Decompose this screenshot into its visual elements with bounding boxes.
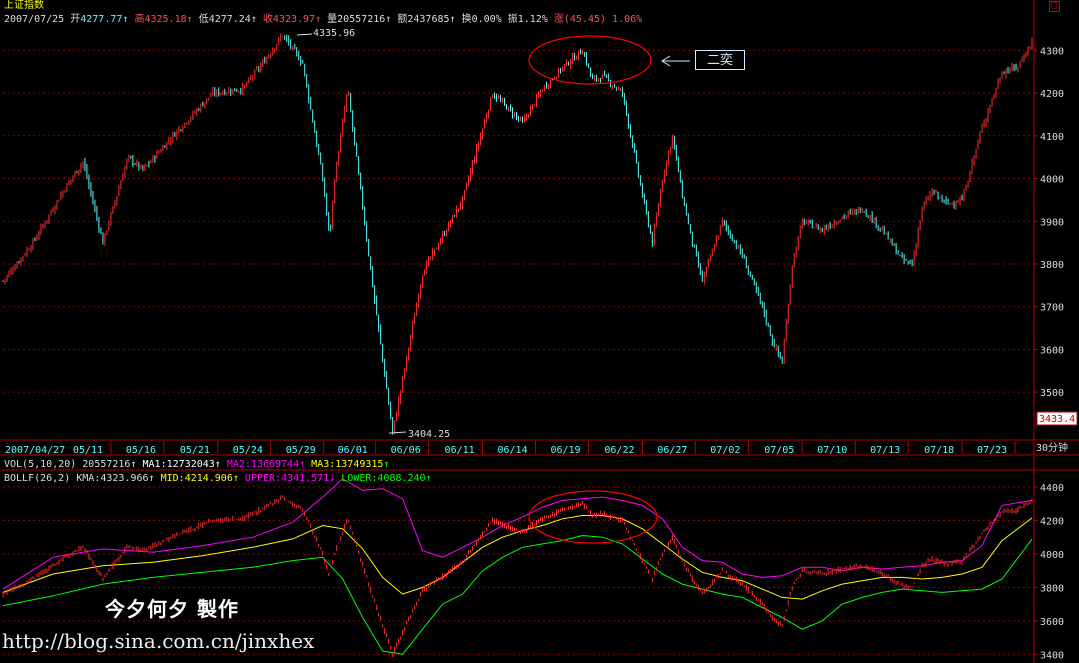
ma3-label: MA3: xyxy=(311,459,336,470)
mid-value: 4214.906 xyxy=(184,473,233,484)
x-tick-label: 06/11 xyxy=(445,445,475,456)
ma1-value: 12732043 xyxy=(166,459,215,470)
amplitude-value: 1.12% xyxy=(517,14,548,25)
y-tick-label: 4400 xyxy=(1040,483,1064,494)
change-label: 涨 xyxy=(553,14,564,25)
peak-price-label: 4335.96 xyxy=(313,28,355,39)
y-tick-label: 4200 xyxy=(1040,516,1064,527)
y-tick-label: 3700 xyxy=(1040,303,1064,314)
restore-icon: □ xyxy=(1051,0,1058,11)
trough-price-label: 3404.25 xyxy=(408,429,450,440)
x-tick-label: 07/02 xyxy=(710,445,740,456)
lower-value: 4088.240 xyxy=(377,473,426,484)
boll-lower-band-line xyxy=(2,534,1033,655)
x-tick-label: 07/23 xyxy=(977,445,1007,456)
x-tick-label: 07/05 xyxy=(764,445,794,456)
x-tick-label: 07/13 xyxy=(870,445,900,456)
restore-window-button[interactable]: □ xyxy=(1049,0,1060,12)
x-tick-label: 07/18 xyxy=(924,445,954,456)
y-tick-label: 4000 xyxy=(1040,175,1064,186)
turnover-value: 0.00% xyxy=(471,14,502,25)
amount-label: 额 xyxy=(397,14,408,25)
y-tick-label: 3400 xyxy=(1040,650,1064,661)
y-tick-label: 3600 xyxy=(1040,617,1064,628)
boll-indicator-name: BOLLF(26,2) xyxy=(4,473,71,484)
highlight-ellipse-main xyxy=(528,35,652,85)
y-tick-label: 3900 xyxy=(1040,217,1064,228)
y-tick-label: 4000 xyxy=(1040,550,1064,561)
x-tick-label: 2007/04/27 xyxy=(5,445,65,456)
high-value: 4325.18 xyxy=(144,14,187,25)
y-tick-label: 3500 xyxy=(1040,388,1064,399)
close-label: 收 xyxy=(262,14,273,25)
kma-label: KMA: xyxy=(76,473,101,484)
x-tick-label: 06/06 xyxy=(391,445,421,456)
x-tick-label: 05/11 xyxy=(73,445,103,456)
volume-label: 量 xyxy=(327,14,338,25)
change-value: (45.45) xyxy=(563,14,607,25)
amplitude-label: 振 xyxy=(507,14,518,25)
x-tick-label: 07/10 xyxy=(817,445,847,456)
kma-value: 4323.966 xyxy=(100,473,149,484)
callout-arrow-head xyxy=(661,55,671,67)
date-value: 2007/07/25 xyxy=(4,14,65,25)
upper-value: 4341.571 xyxy=(281,473,330,484)
ohlc-info-line: 2007/07/25 开4277.77↑ 高4325.18↑ 低4277.24↑… xyxy=(4,14,643,25)
highlight-ellipse-boll xyxy=(528,490,658,544)
open-label: 开 xyxy=(70,14,81,25)
volume-value: 20557216 xyxy=(337,14,386,25)
low-label: 低 xyxy=(198,14,209,25)
lower-label: LOWER: xyxy=(341,473,378,484)
index-title: 上证指数 xyxy=(4,0,44,11)
y-tick-label: 4300 xyxy=(1040,46,1064,57)
volume-indicator-line: VOL(5,10,20) 20557216↑ MA1:12732043↑ MA2… xyxy=(4,459,390,470)
open-value: 4277.77 xyxy=(80,14,123,25)
x-tick-label: 06/01 xyxy=(338,445,368,456)
vol-indicator-name: VOL(5,10,20) xyxy=(4,459,77,470)
x-tick-label: 06/22 xyxy=(604,445,634,456)
y-tick-label: 3800 xyxy=(1040,260,1064,271)
boll-mid-band-line xyxy=(2,515,1033,600)
change-pct-value: 1.06% xyxy=(612,14,643,25)
trough-leader-line xyxy=(388,431,407,434)
y-tick-label: 3800 xyxy=(1040,583,1064,594)
boll-upper-band-line xyxy=(2,478,1033,590)
ma3-value: 13749315 xyxy=(335,459,384,470)
upper-label: UPPER: xyxy=(244,473,282,484)
y-tick-label: 4200 xyxy=(1040,89,1064,100)
ma2-label: MA2: xyxy=(226,459,251,470)
y-tick-label: 4100 xyxy=(1040,132,1064,143)
ma1-label: MA1: xyxy=(142,459,167,470)
x-tick-label: 05/24 xyxy=(233,445,263,456)
last-price-tag-box xyxy=(1036,411,1078,426)
last-price-tag: 3433.4 xyxy=(1039,414,1075,425)
boll-indicator-line: BOLLF(26,2) KMA:4323.966↑ MID:4214.906↑ … xyxy=(4,473,432,484)
author-credit: 今夕何夕 製作 xyxy=(105,597,239,621)
x-tick-label: 06/27 xyxy=(657,445,687,456)
x-tick-label: 06/19 xyxy=(550,445,580,456)
x-tick-label: 05/16 xyxy=(126,445,156,456)
x-tick-label: 06/14 xyxy=(498,445,528,456)
vol-value: 20557216 xyxy=(82,459,131,470)
y-tick-label: 3600 xyxy=(1040,345,1064,356)
low-value: 4277.24 xyxy=(208,14,251,25)
callout-box: 二奕 xyxy=(695,50,745,70)
high-label: 高 xyxy=(134,14,145,25)
x-tick-label: 05/21 xyxy=(180,445,210,456)
period-label[interactable]: 30分钟 xyxy=(1036,443,1069,454)
close-value: 4323.97 xyxy=(272,14,316,25)
mid-label: MID: xyxy=(160,473,185,484)
peak-leader-line xyxy=(296,33,313,36)
amount-value: 2437685 xyxy=(407,14,450,25)
ma2-value: 13669744 xyxy=(250,459,300,470)
blog-url-watermark: http://blog.sina.com.cn/jinxhex xyxy=(2,629,315,653)
x-tick-label: 05/29 xyxy=(286,445,316,456)
turnover-label: 换 xyxy=(461,14,472,25)
